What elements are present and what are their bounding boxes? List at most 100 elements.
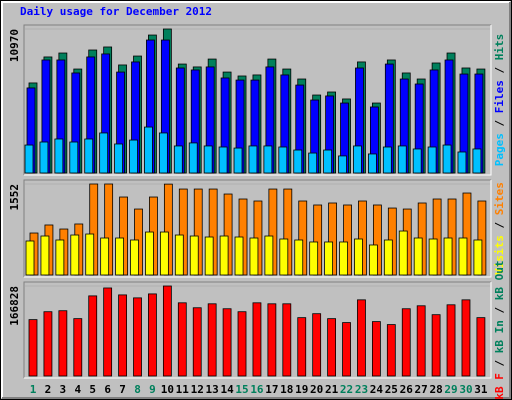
legend-entry: Sites xyxy=(493,182,506,215)
x-tick-label: 23 xyxy=(355,383,368,396)
panel-edge-dark xyxy=(23,179,491,277)
x-tick-label: 6 xyxy=(104,383,111,396)
bar xyxy=(278,146,288,174)
bar xyxy=(312,313,322,377)
bar xyxy=(189,235,199,276)
x-tick-label: 29 xyxy=(444,383,457,396)
bar xyxy=(371,321,381,377)
bar xyxy=(88,295,98,377)
bar xyxy=(427,146,437,174)
legend-entry: kB In xyxy=(493,320,506,353)
panel-edge-light xyxy=(24,282,492,379)
bar xyxy=(354,238,363,276)
bar xyxy=(174,234,184,276)
x-tick-label: 10 xyxy=(161,383,174,396)
bar xyxy=(40,235,50,276)
bar xyxy=(279,238,289,276)
bar xyxy=(219,235,229,276)
bar xyxy=(248,145,258,174)
bar xyxy=(25,240,35,276)
bar xyxy=(353,145,362,174)
bar xyxy=(234,236,244,276)
bar xyxy=(368,244,378,276)
bar xyxy=(397,145,407,174)
x-tick-label: 26 xyxy=(400,383,414,396)
bar xyxy=(204,236,214,276)
y-tick-label: 10970 xyxy=(8,29,21,62)
bar xyxy=(148,293,157,377)
bar xyxy=(297,317,307,377)
x-tick-label: 27 xyxy=(415,383,428,396)
bar xyxy=(144,126,153,174)
x-tick-label: 21 xyxy=(325,383,339,396)
bar xyxy=(115,237,124,276)
x-tick-label: 14 xyxy=(220,383,234,396)
legend-entry: Files xyxy=(493,80,506,113)
bar xyxy=(338,155,347,174)
panel-edge-light xyxy=(24,25,492,176)
bar xyxy=(159,231,169,276)
bar xyxy=(237,311,247,377)
bar xyxy=(383,239,393,276)
bar xyxy=(203,145,213,174)
legend: Pages / Files / Hits xyxy=(493,34,506,167)
bar xyxy=(162,285,172,377)
bar xyxy=(342,322,351,377)
bar xyxy=(357,299,366,377)
bar xyxy=(130,239,139,276)
bar xyxy=(39,141,49,174)
legend-entry: Visits xyxy=(493,235,506,275)
bar xyxy=(476,317,486,377)
x-tick-label: 20 xyxy=(310,383,323,396)
bar xyxy=(386,324,396,377)
bar xyxy=(339,241,348,276)
x-tick-label: 9 xyxy=(149,383,156,396)
bar xyxy=(446,304,456,377)
legend-separator: / xyxy=(493,353,506,373)
bar xyxy=(294,239,304,276)
bar xyxy=(327,318,337,377)
bar xyxy=(431,314,441,377)
x-tick-label: 4 xyxy=(74,383,81,396)
bar xyxy=(428,238,438,276)
bar xyxy=(177,302,187,377)
bar xyxy=(55,239,65,276)
bar xyxy=(367,153,377,174)
x-tick-label: 5 xyxy=(89,383,96,396)
bar xyxy=(443,237,453,276)
legend-entry: Hits xyxy=(493,34,506,61)
bar xyxy=(158,132,168,174)
bar xyxy=(58,310,68,377)
bar xyxy=(145,231,154,276)
bar xyxy=(99,132,109,174)
panel-edge-light xyxy=(24,180,492,278)
x-tick-label: 17 xyxy=(265,383,278,396)
legend: kB F / kB In / kB Out xyxy=(493,260,506,399)
bar xyxy=(118,294,127,377)
legend-entry: kB F xyxy=(493,373,506,400)
bar xyxy=(267,303,277,377)
legend-separator: / xyxy=(493,300,506,320)
legend-entry: Pages xyxy=(493,133,506,166)
x-tick-label: 13 xyxy=(206,383,219,396)
bar xyxy=(43,311,53,377)
x-tick-label: 25 xyxy=(385,383,398,396)
bar xyxy=(416,305,426,377)
x-tick-label: 30 xyxy=(459,383,472,396)
bar xyxy=(282,303,292,377)
bar xyxy=(252,302,262,377)
x-tick-label: 7 xyxy=(119,383,126,396)
y-tick-label: 1552 xyxy=(8,184,21,211)
bar xyxy=(263,145,273,174)
bar xyxy=(114,143,123,174)
bar xyxy=(207,303,217,377)
legend: Visits / Sites xyxy=(493,182,506,275)
bar xyxy=(442,144,452,174)
x-tick-label: 12 xyxy=(191,383,204,396)
bar xyxy=(233,147,243,174)
bar xyxy=(473,239,483,276)
bar xyxy=(457,151,467,174)
x-tick-label: 15 xyxy=(235,383,248,396)
x-tick-label: 16 xyxy=(250,383,264,396)
